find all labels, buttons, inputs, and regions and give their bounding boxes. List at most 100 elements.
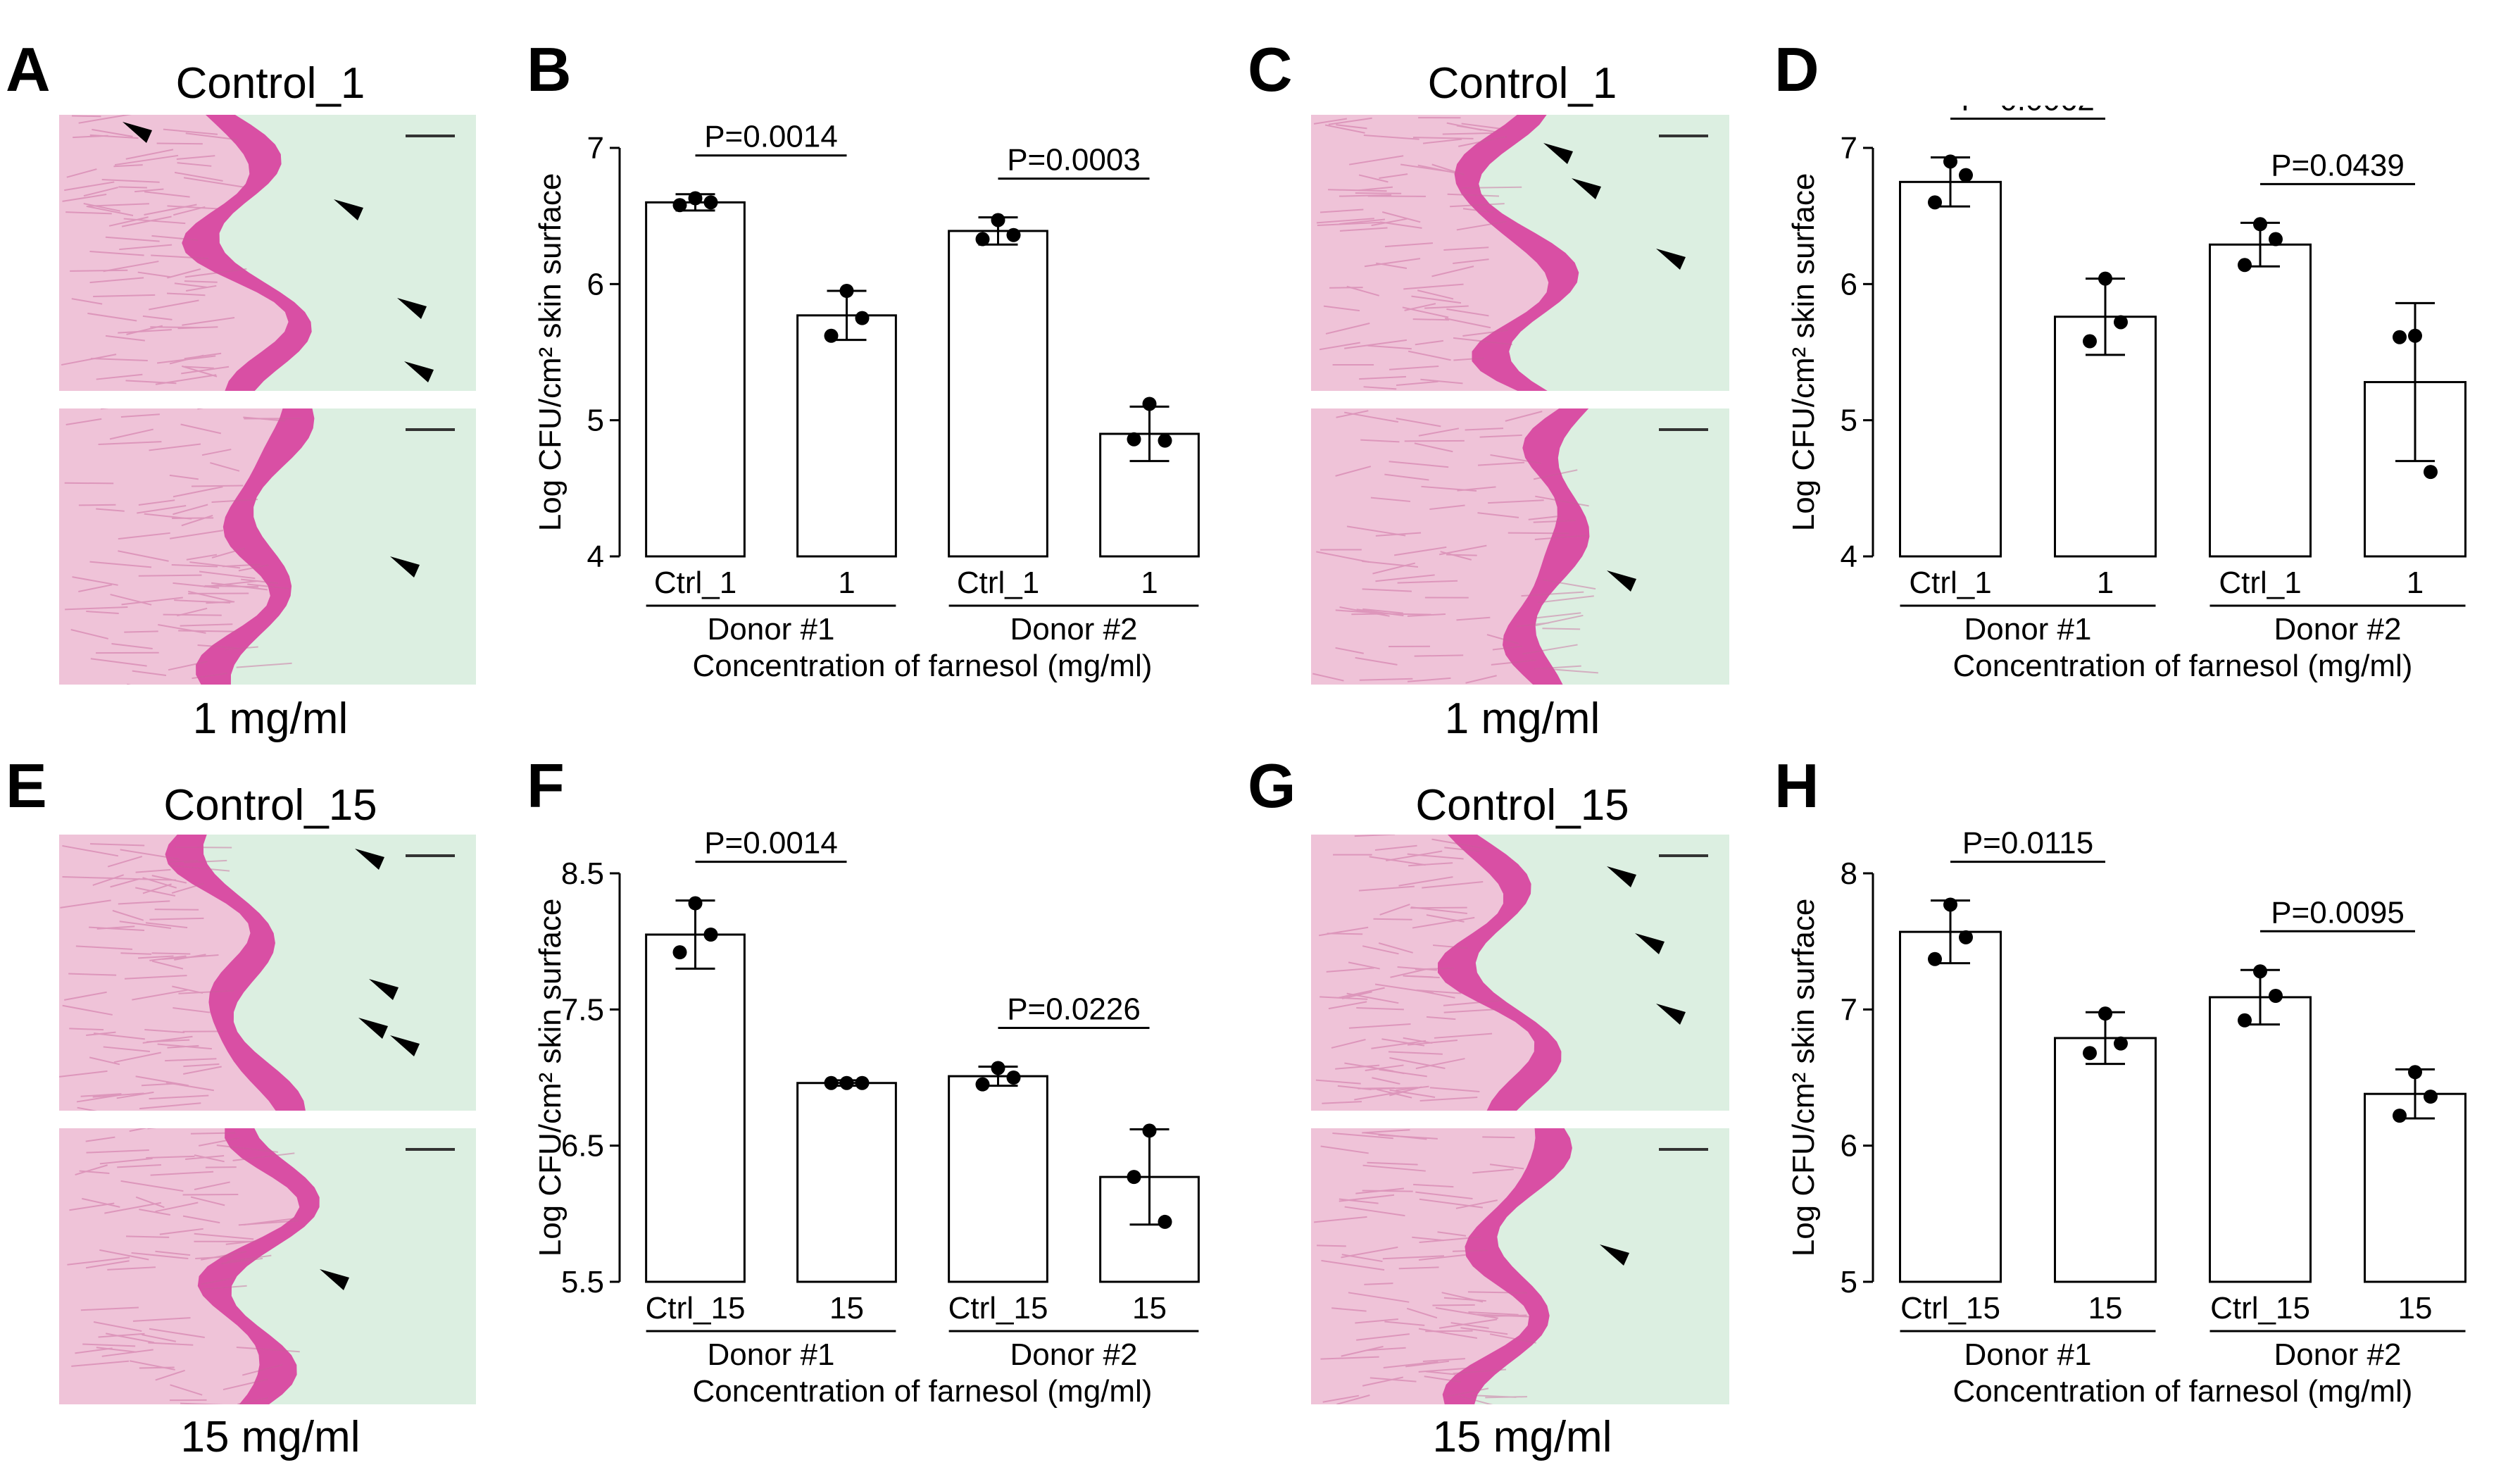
micrograph-title-e: Control_15 — [163, 781, 377, 830]
micrograph-title-g: Control_15 — [1415, 781, 1629, 830]
data-point — [824, 1075, 839, 1090]
p-value-label: P=0.0095 — [2271, 895, 2405, 930]
data-point — [688, 896, 703, 911]
y-tick-label: 6 — [1841, 267, 1857, 301]
data-point — [672, 198, 687, 213]
collagen-texture — [64, 408, 301, 685]
category-label: 1 — [838, 566, 855, 600]
group-label: Donor #1 — [707, 1337, 834, 1372]
micrograph-g-bottom — [1311, 1128, 1729, 1404]
bar — [2209, 243, 2312, 558]
collagen-texture — [61, 115, 247, 385]
panel-letter-d: D — [1774, 35, 1819, 104]
micrograph-title-a: Control_1 — [175, 59, 365, 108]
bar — [796, 1082, 897, 1283]
y-tick-label: 5 — [587, 404, 604, 438]
data-point — [1943, 154, 1957, 169]
bar — [645, 201, 746, 558]
data-point — [1142, 397, 1157, 411]
p-value-label: P=0.0014 — [704, 831, 838, 861]
group-label: Donor #1 — [1964, 1337, 2091, 1372]
bar — [1899, 180, 2002, 558]
category-label: Ctrl_15 — [948, 1291, 1048, 1325]
data-point — [672, 945, 687, 960]
category-label: 1 — [2407, 566, 2424, 600]
epidermis-layer — [1437, 835, 1562, 1111]
data-point — [824, 328, 839, 343]
bar — [645, 933, 746, 1283]
category-label: Ctrl_15 — [1900, 1291, 2000, 1325]
y-tick-label: 5 — [1841, 404, 1857, 438]
arrowhead-icon — [1607, 570, 1636, 592]
x-axis-label: Concentration of farnesol (mg/ml) — [1953, 1374, 2413, 1409]
panel-letter-b: B — [527, 35, 572, 104]
data-point — [2269, 989, 2283, 1003]
micrograph-caption-g: 15 mg/ml — [1432, 1413, 1612, 1461]
data-point — [703, 195, 718, 210]
micrograph-e-top — [59, 835, 476, 1111]
arrowhead-icon — [390, 1035, 420, 1056]
data-point — [1158, 1214, 1172, 1229]
y-tick-label: 7 — [1841, 992, 1857, 1027]
data-point — [1943, 897, 1957, 912]
category-label: Ctrl_1 — [2219, 566, 2301, 600]
collagen-texture — [1315, 835, 1505, 1104]
panel-letter-h: H — [1774, 751, 1819, 820]
arrowhead-icon — [1656, 1004, 1686, 1025]
data-point — [1959, 930, 1973, 944]
micrograph-a-bottom — [59, 408, 476, 685]
data-point — [703, 928, 718, 942]
collagen-texture — [59, 835, 234, 1111]
data-point — [991, 213, 1005, 227]
data-point — [2238, 1013, 2252, 1028]
category-label: 15 — [2088, 1291, 2123, 1325]
panel-letter-g: G — [1248, 751, 1296, 820]
category-label: Ctrl_15 — [2210, 1291, 2310, 1325]
group-label: Donor #2 — [2274, 612, 2401, 647]
y-tick-label: 4 — [1841, 539, 1857, 574]
data-point — [2408, 328, 2422, 343]
epidermis-layer — [197, 1128, 320, 1404]
x-axis-label: Concentration of farnesol (mg/ml) — [1953, 649, 2413, 683]
data-point — [2098, 271, 2112, 286]
micrograph-caption-c: 1 mg/ml — [1444, 694, 1600, 743]
arrowhead-icon — [1607, 866, 1636, 887]
arrowhead-icon — [355, 849, 384, 870]
data-point — [2114, 315, 2128, 330]
data-point — [855, 1075, 870, 1090]
group-label: Donor #1 — [1964, 612, 2091, 647]
micrograph-a-top — [59, 115, 476, 391]
data-point — [2393, 1109, 2407, 1123]
data-point — [2408, 1065, 2422, 1080]
y-axis-label: Log CFU/cm² skin surface — [535, 173, 568, 532]
data-point — [2393, 330, 2407, 344]
y-tick-label: 6 — [1841, 1129, 1857, 1163]
y-axis-label: Log CFU/cm² skin surface — [535, 899, 568, 1257]
micrograph-c-bottom — [1311, 408, 1729, 685]
data-point — [1928, 951, 1942, 966]
epidermis-layer — [182, 115, 312, 391]
panel-letter-c: C — [1248, 35, 1293, 104]
data-point — [1928, 195, 1942, 210]
y-axis-label: Log CFU/cm² skin surface — [1788, 899, 1821, 1257]
data-point — [2114, 1036, 2128, 1051]
arrowhead-icon — [397, 298, 427, 319]
y-tick-label: 8 — [1841, 856, 1857, 891]
micrograph-e-bottom — [59, 1128, 476, 1404]
chart-h: 5 6 7 8 Log CFU/cm² skin surface Ctrl_15 15 Ctr… — [1788, 831, 2466, 1409]
chart-b: 4 5 6 7 Log CFU/cm² skin surface Ctrl_1 1 Ctrl_… — [535, 120, 1200, 683]
data-point — [2253, 964, 2267, 979]
y-tick-label: 6.5 — [561, 1129, 604, 1163]
p-value-label: P=0.0226 — [1007, 992, 1141, 1027]
x-axis-label: Concentration of farnesol (mg/ml) — [693, 1374, 1153, 1409]
data-point — [839, 284, 854, 298]
panel-letter-e: E — [6, 751, 47, 820]
data-point — [2424, 1090, 2438, 1104]
collagen-texture — [1313, 117, 1522, 390]
data-point — [1127, 1170, 1141, 1185]
panel-letter-f: F — [527, 751, 565, 820]
group-label: Donor #2 — [2274, 1337, 2401, 1372]
group-label: Donor #2 — [1010, 1337, 1137, 1372]
collagen-texture — [1312, 410, 1598, 684]
x-axis-label: Concentration of farnesol (mg/ml) — [693, 649, 1153, 683]
